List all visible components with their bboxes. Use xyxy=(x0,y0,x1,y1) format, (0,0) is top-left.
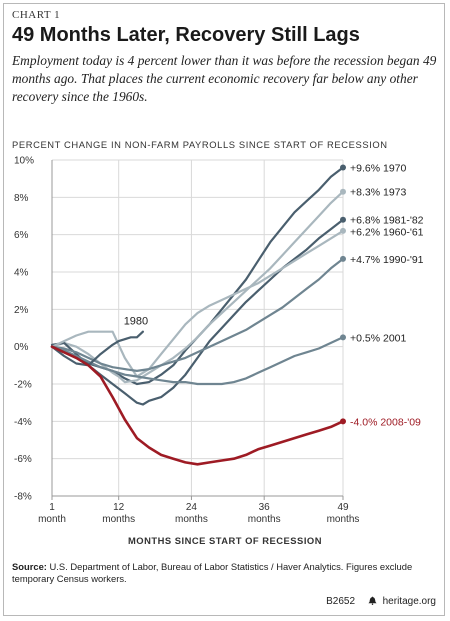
series-line-2008-09 xyxy=(50,345,345,466)
y-tick-label: 4% xyxy=(14,268,29,279)
liberty-bell-icon xyxy=(368,596,377,605)
series-end-label-1981-82: +6.8% 1981-'82 xyxy=(350,215,424,227)
y-tick-label: 10% xyxy=(14,156,34,167)
series-line-2001 xyxy=(50,336,345,386)
chart-title: 49 Months Later, Recovery Still Lags xyxy=(12,24,360,46)
site-name: heritage.org xyxy=(382,596,436,607)
source-text: U.S. Department of Labor, Bureau of Labo… xyxy=(12,561,413,584)
x-tick-label: 49 xyxy=(337,502,349,513)
series-line-1981-82 xyxy=(50,218,345,406)
x-tick-unit: months xyxy=(248,514,281,525)
series-end-marker-1973 xyxy=(340,188,346,195)
x-tick-label: 24 xyxy=(186,502,198,513)
series-end-marker-1960-61 xyxy=(340,227,346,234)
chart-frame xyxy=(3,3,445,616)
x-tick-unit: months xyxy=(175,514,208,525)
chart-subtitle: Employment today is 4 percent lower than… xyxy=(12,53,437,104)
series-end-marker-1990-91 xyxy=(340,255,346,262)
y-tick-label: -2% xyxy=(14,380,32,391)
y-tick-label: -6% xyxy=(14,454,32,465)
y-tick-label: 8% xyxy=(14,193,29,204)
source-label: Source: xyxy=(12,561,47,572)
x-tick-unit: months xyxy=(102,514,135,525)
chart-number-label: CHART 1 xyxy=(12,9,61,21)
y-tick-label: 6% xyxy=(14,230,29,241)
series-end-label-1960-61: +6.2% 1960-'61 xyxy=(350,227,424,239)
x-tick-label: 1 xyxy=(49,502,55,513)
series-end-label-1990-91: +4.7% 1990-'91 xyxy=(350,254,424,266)
footer: B2652 heritage.org xyxy=(326,596,436,607)
series-line-1960-61 xyxy=(50,229,345,378)
series-label-1980: 1980 xyxy=(124,316,148,328)
x-axis-title: MONTHS SINCE START OF RECESSION xyxy=(128,535,322,546)
series-line-1990-91 xyxy=(50,257,345,372)
series-end-marker-2001 xyxy=(340,334,346,341)
source-note: Source: U.S. Department of Labor, Bureau… xyxy=(12,561,437,585)
y-tick-label: 0% xyxy=(14,342,29,353)
series-line-1980 xyxy=(50,330,144,367)
x-tick-unit: months xyxy=(327,514,360,525)
y-tick-label: -8% xyxy=(14,492,32,503)
series-end-label-2001: +0.5% 2001 xyxy=(350,332,407,344)
x-tick-label: 12 xyxy=(113,502,125,513)
series-end-label-1973: +8.3% 1973 xyxy=(350,187,407,199)
x-tick-unit: month xyxy=(38,514,66,525)
series-end-marker-2008-09 xyxy=(340,418,346,425)
series-end-marker-1981-82 xyxy=(340,216,346,223)
y-tick-label: 2% xyxy=(14,305,29,316)
report-code: B2652 xyxy=(326,596,356,607)
series-end-label-1970: +9.6% 1970 xyxy=(350,162,407,174)
series-end-label-2008-09: -4.0% 2008-'09 xyxy=(350,416,421,428)
y-tick-label: -4% xyxy=(14,417,32,428)
y-axis-title: PERCENT CHANGE IN NON-FARM PAYROLLS SINC… xyxy=(12,139,388,150)
x-tick-label: 36 xyxy=(259,502,271,513)
series-end-marker-1970 xyxy=(340,164,346,171)
